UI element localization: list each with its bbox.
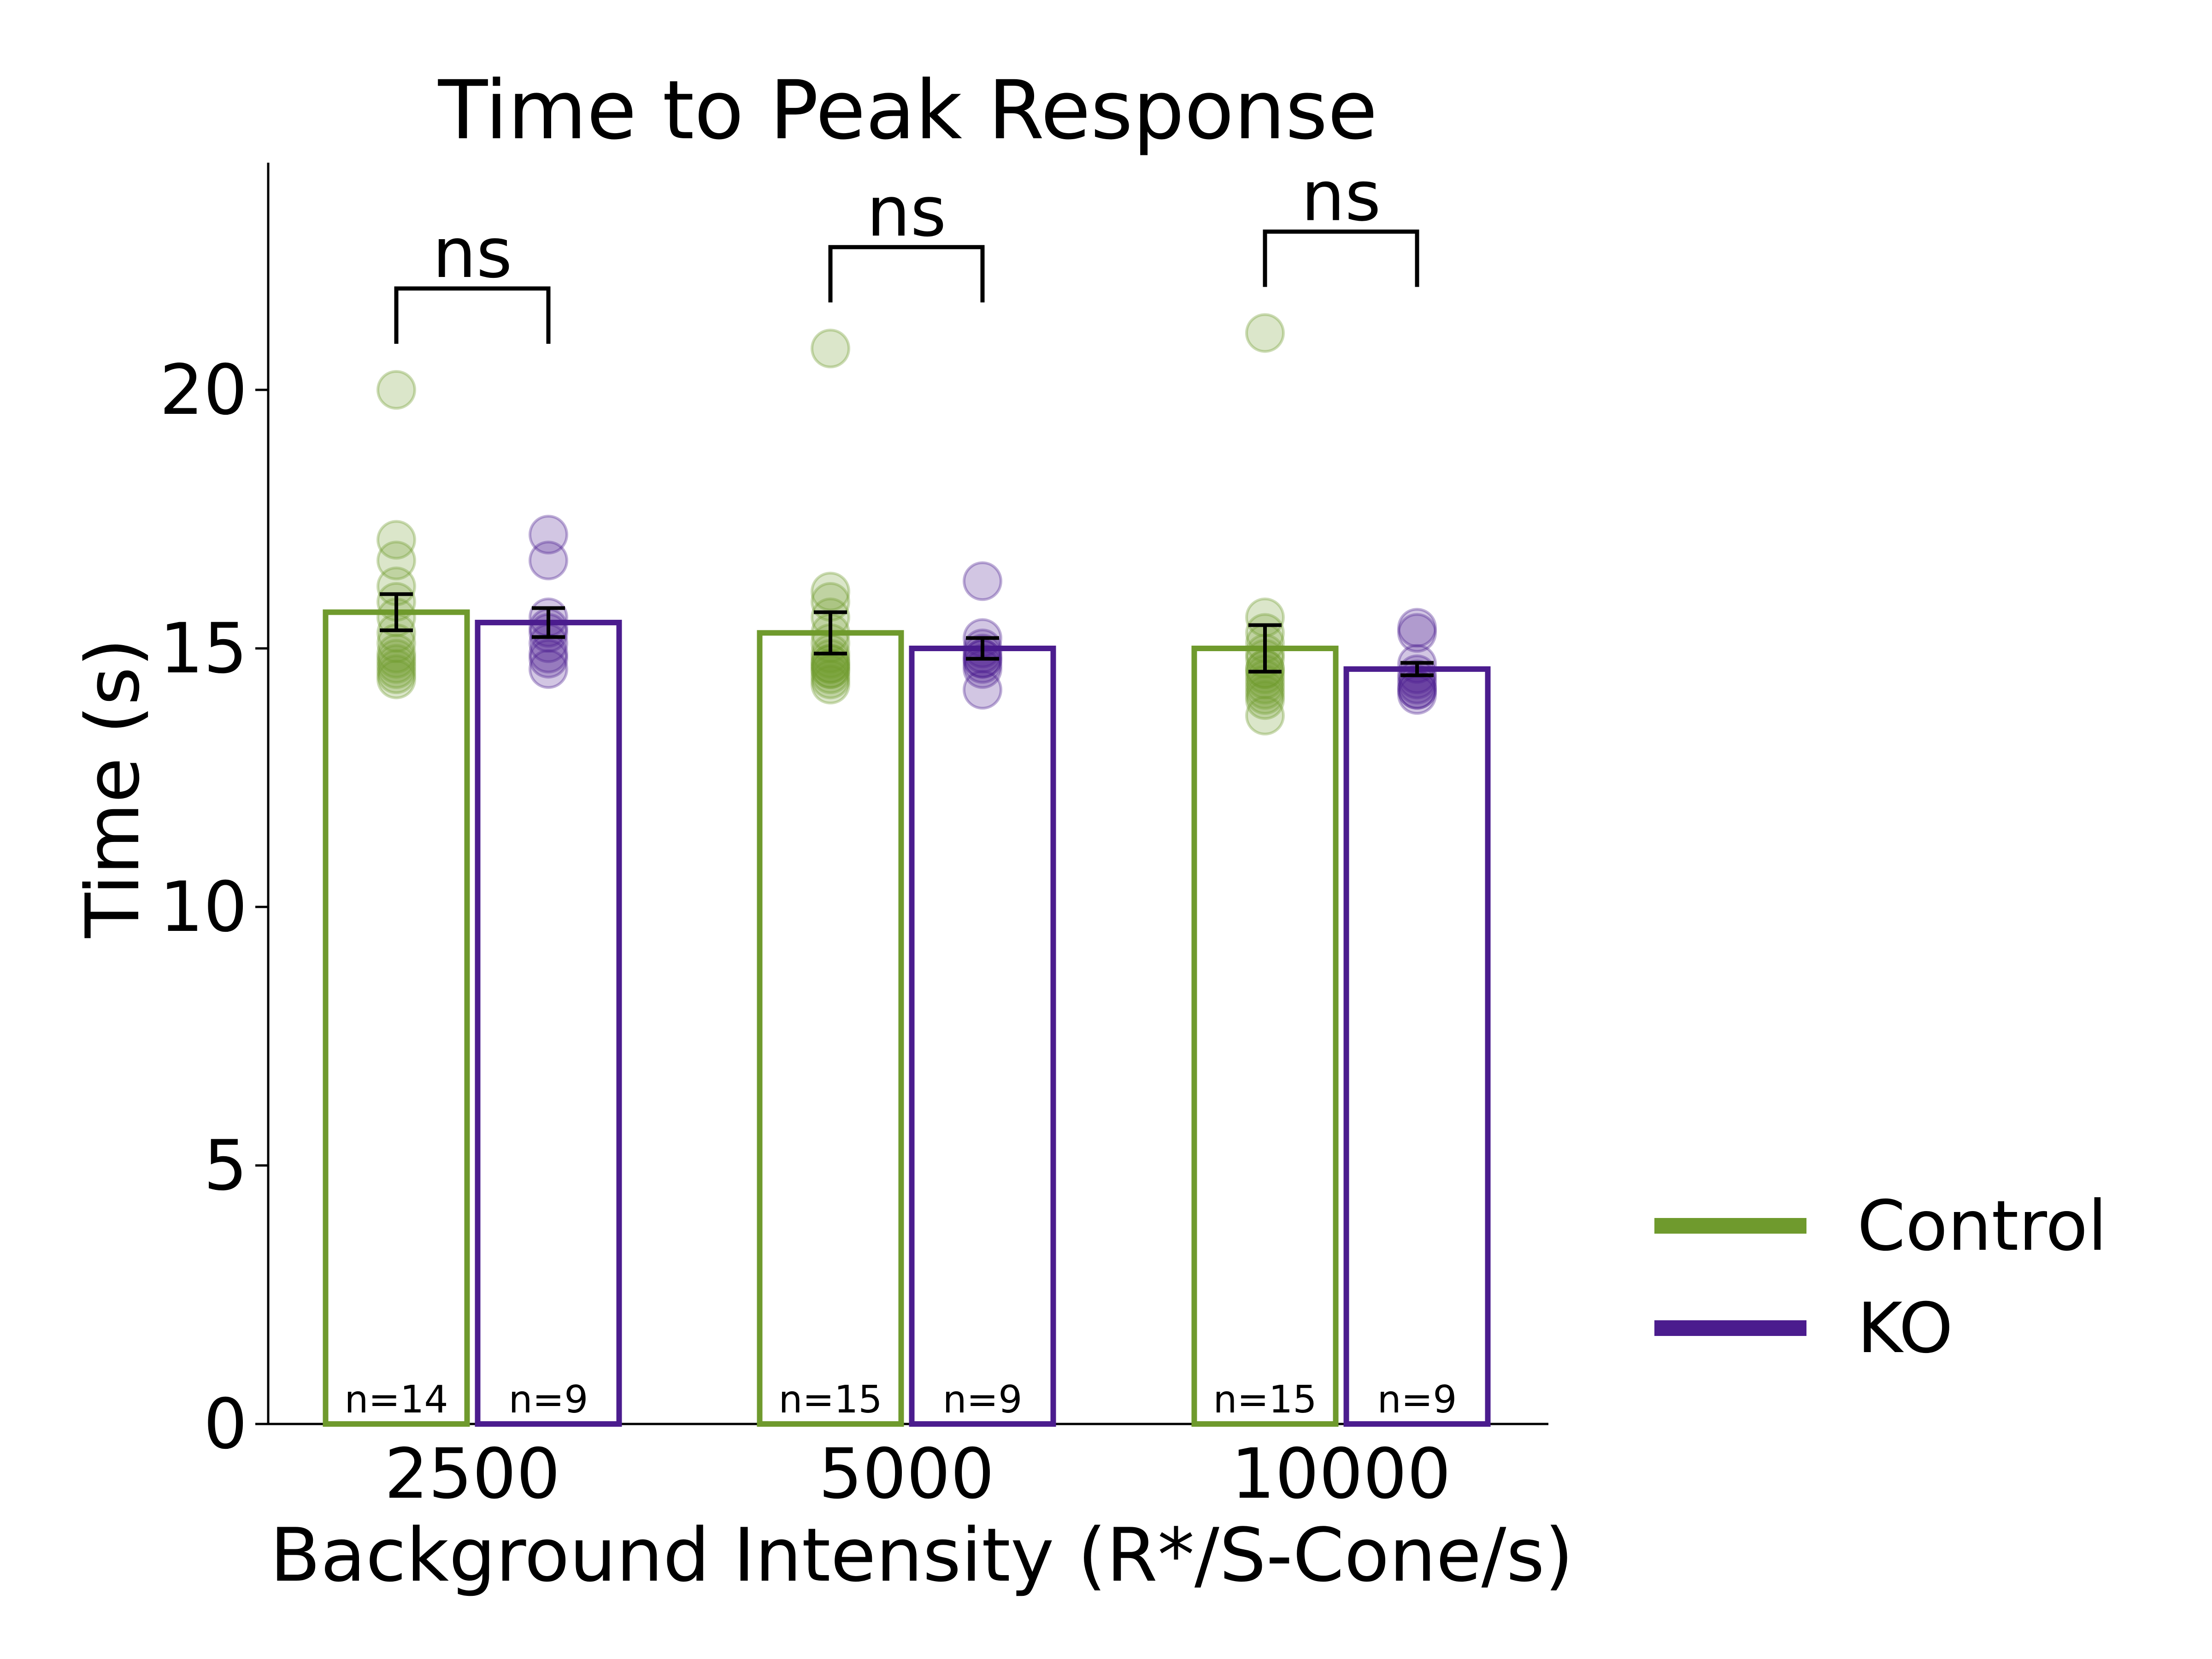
y-tick-label: 5 — [204, 1126, 247, 1206]
n-label: n=9 — [1377, 1378, 1457, 1422]
y-tick-label: 0 — [204, 1384, 247, 1465]
x-tick-label: 10000 — [1231, 1434, 1451, 1514]
legend-label-control: Control — [1857, 1186, 2107, 1266]
data-point-control — [811, 659, 850, 700]
data-point-control — [377, 370, 416, 410]
n-label: n=14 — [344, 1378, 448, 1422]
significance-bracket — [1263, 229, 1419, 287]
data-point-ko — [529, 541, 568, 581]
data-point-control — [377, 659, 416, 700]
n-label: n=15 — [778, 1378, 882, 1422]
data-point-control — [1245, 313, 1285, 353]
significance-label: ns — [432, 213, 512, 294]
data-point-ko — [1397, 675, 1437, 715]
data-point-ko — [1397, 613, 1437, 653]
data-point-control — [377, 634, 416, 674]
bar-ko — [1343, 666, 1491, 1427]
y-tick-label: 15 — [159, 609, 247, 689]
x-tick-label: 2500 — [384, 1434, 560, 1514]
legend-label-ko: KO — [1857, 1288, 1953, 1369]
plot-area: 0 5 10 15 20 2500 5000 10000 n=14 n=15 n=15 n=9 n=9 n… — [159, 157, 1548, 1514]
n-label: n=15 — [1213, 1378, 1317, 1422]
x-axis-label: Background Intensity (R*/S-Cone/s) — [270, 1512, 1574, 1598]
y-axis-label: Time (s) — [70, 638, 156, 939]
data-point-control — [377, 644, 416, 684]
y-tick-label: 10 — [159, 867, 247, 947]
data-point-control — [377, 639, 416, 679]
y-tick-label: 20 — [159, 350, 247, 430]
data-point-control — [1245, 680, 1285, 720]
bar-control — [757, 630, 904, 1427]
data-point-control — [1245, 695, 1285, 735]
data-point-ko — [1397, 659, 1437, 700]
data-point-control — [377, 654, 416, 694]
significance-bracket — [394, 286, 551, 344]
x-tick-label: 5000 — [818, 1434, 994, 1514]
data-point-control — [1245, 675, 1285, 715]
n-label: n=9 — [943, 1378, 1023, 1422]
data-point-control — [377, 649, 416, 689]
significance-bracket — [828, 245, 985, 303]
data-point-ko — [963, 670, 1002, 710]
chart-title: Time to Peak Response — [438, 63, 1377, 158]
significance-label: ns — [1301, 157, 1381, 237]
bar-ko — [475, 619, 622, 1427]
bar-control — [1191, 646, 1339, 1427]
legend: Control KO — [1654, 1186, 2107, 1369]
data-point-control — [811, 329, 850, 369]
data-point-ko — [529, 649, 568, 689]
bar-ko — [909, 646, 1056, 1427]
data-point-ko — [529, 515, 568, 555]
significance-label: ns — [866, 172, 946, 252]
data-point-control — [377, 520, 416, 560]
data-point-ko — [529, 639, 568, 679]
n-label: n=9 — [509, 1378, 588, 1422]
data-point-control — [811, 665, 850, 705]
data-point-ko — [1397, 608, 1437, 648]
data-point-control — [377, 541, 416, 581]
data-point-control — [811, 654, 850, 694]
bar-control — [323, 609, 470, 1427]
data-point-ko — [963, 561, 1002, 601]
data-point-control — [811, 571, 850, 612]
